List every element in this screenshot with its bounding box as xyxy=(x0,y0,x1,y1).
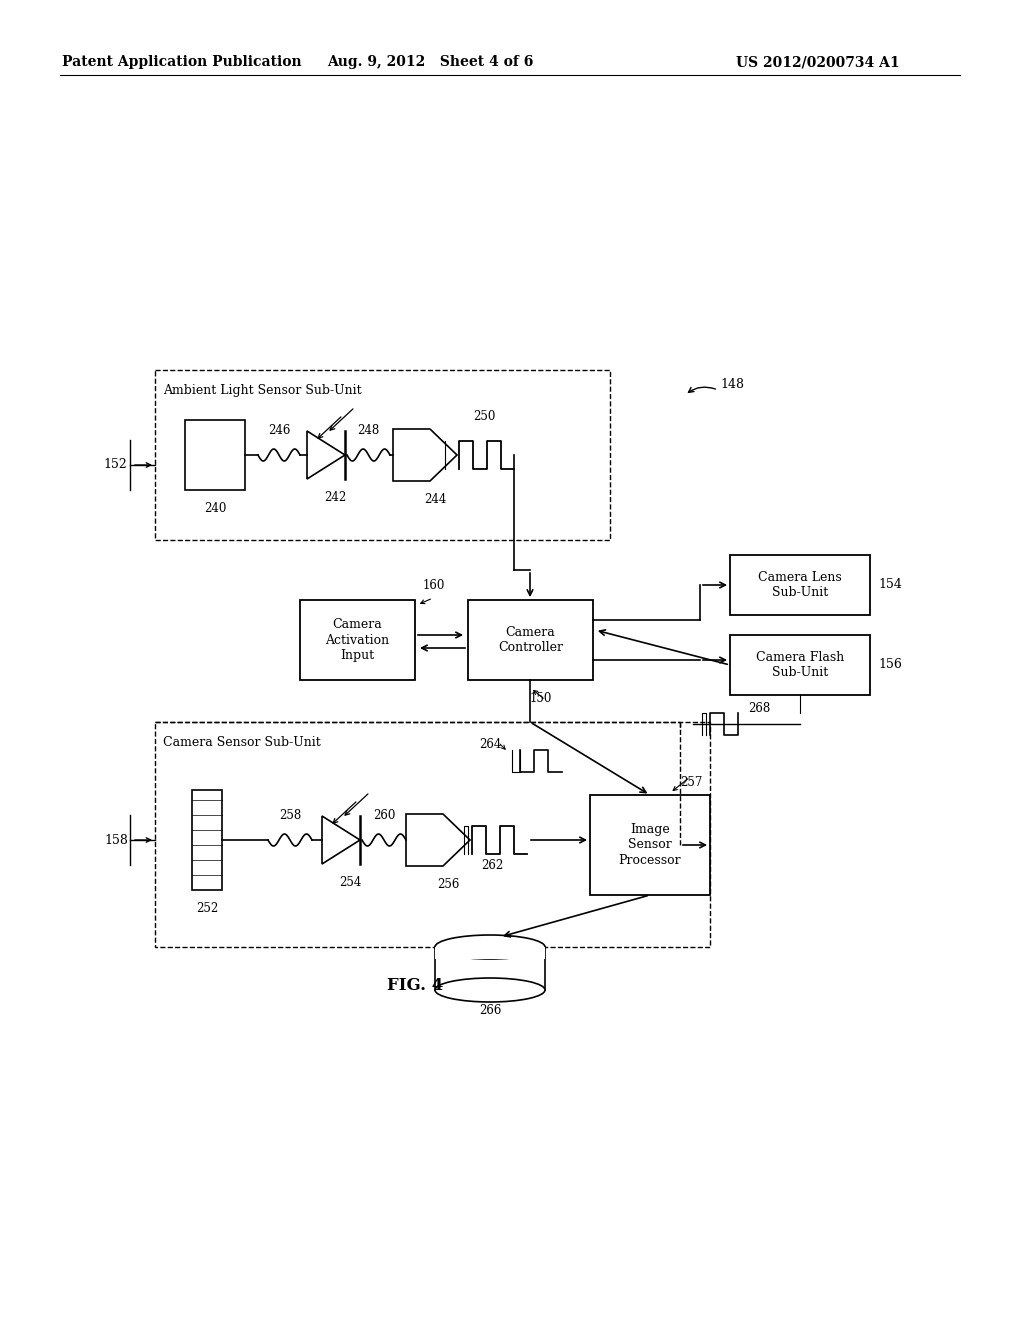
Text: Camera
Controller: Camera Controller xyxy=(498,626,563,653)
Text: 244: 244 xyxy=(424,492,446,506)
Bar xyxy=(185,420,245,490)
Polygon shape xyxy=(406,814,470,866)
Text: 160: 160 xyxy=(423,579,445,591)
Bar xyxy=(155,370,610,540)
Bar xyxy=(155,722,710,946)
Text: 264: 264 xyxy=(479,738,502,751)
Text: Camera Lens
Sub-Unit: Camera Lens Sub-Unit xyxy=(758,572,842,599)
Text: Camera Sensor Sub-Unit: Camera Sensor Sub-Unit xyxy=(163,737,321,748)
Text: 154: 154 xyxy=(878,578,902,591)
Text: 156: 156 xyxy=(878,659,902,672)
Text: 240: 240 xyxy=(204,502,226,515)
Polygon shape xyxy=(393,429,457,480)
Text: 152: 152 xyxy=(103,458,127,471)
Text: 260: 260 xyxy=(373,809,395,822)
Text: 268: 268 xyxy=(748,701,770,714)
Text: 248: 248 xyxy=(357,424,380,437)
Text: 256: 256 xyxy=(437,878,459,891)
Text: Camera Flash
Sub-Unit: Camera Flash Sub-Unit xyxy=(756,651,844,678)
Text: FIG. 4: FIG. 4 xyxy=(387,977,443,994)
Text: 257: 257 xyxy=(680,776,702,789)
Bar xyxy=(193,789,222,890)
Text: 246: 246 xyxy=(268,424,290,437)
Text: 150: 150 xyxy=(529,692,552,705)
Polygon shape xyxy=(307,432,345,479)
Text: 262: 262 xyxy=(481,859,503,873)
Text: US 2012/0200734 A1: US 2012/0200734 A1 xyxy=(736,55,900,69)
Text: 258: 258 xyxy=(279,809,301,822)
Text: Camera
Activation
Input: Camera Activation Input xyxy=(326,619,389,661)
Bar xyxy=(590,795,710,895)
Text: 254: 254 xyxy=(339,876,361,888)
Text: 252: 252 xyxy=(196,902,218,915)
Text: 250: 250 xyxy=(473,411,496,422)
Text: 158: 158 xyxy=(104,833,128,846)
Text: Image
Sensor
Processor: Image Sensor Processor xyxy=(618,824,681,866)
Bar xyxy=(468,601,593,680)
Ellipse shape xyxy=(435,935,545,960)
Bar xyxy=(435,946,545,990)
Text: 148: 148 xyxy=(720,379,744,392)
Bar xyxy=(300,601,415,680)
Ellipse shape xyxy=(435,978,545,1002)
Text: Ambient Light Sensor Sub-Unit: Ambient Light Sensor Sub-Unit xyxy=(163,384,361,397)
Text: 242: 242 xyxy=(324,491,346,504)
Bar xyxy=(730,554,870,615)
Text: Aug. 9, 2012   Sheet 4 of 6: Aug. 9, 2012 Sheet 4 of 6 xyxy=(327,55,534,69)
Polygon shape xyxy=(322,816,360,865)
Bar xyxy=(435,946,545,960)
Text: Patent Application Publication: Patent Application Publication xyxy=(62,55,302,69)
Bar xyxy=(730,635,870,696)
Text: 266: 266 xyxy=(479,1005,501,1016)
